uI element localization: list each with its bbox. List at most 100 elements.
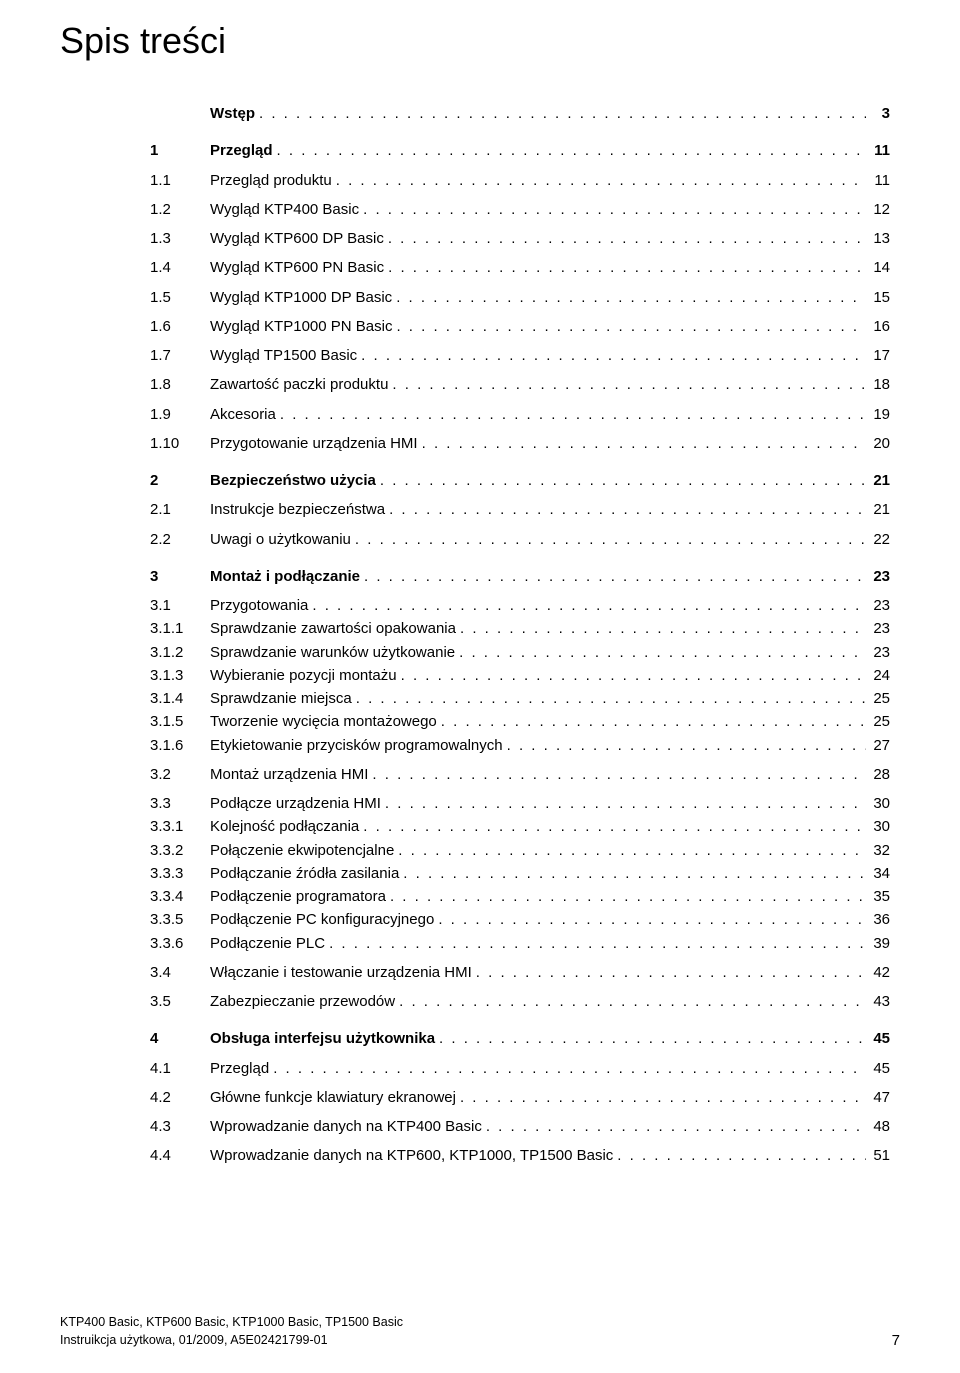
toc-page-number: 32 [866, 839, 890, 862]
toc-label: Przygotowania [210, 594, 308, 617]
toc-label: Instrukcje bezpieczeństwa [210, 498, 385, 521]
toc-row: 3.2Montaż urządzenia HMI . . . . . . . .… [150, 763, 890, 786]
toc-page-number: 45 [866, 1027, 890, 1050]
toc-leader: . . . . . . . . . . . . . . . . . . . . … [255, 102, 866, 125]
toc-leader: . . . . . . . . . . . . . . . . . . . . … [352, 687, 866, 710]
toc-leader: . . . . . . . . . . . . . . . . . . . . … [613, 1144, 866, 1167]
toc-number: 3.3.4 [150, 885, 210, 908]
toc-label: Sprawdzanie zawartości opakowania [210, 617, 456, 640]
toc-label: Sprawdzanie warunków użytkowanie [210, 641, 455, 664]
toc-label: Główne funkcje klawiatury ekranowej [210, 1086, 456, 1109]
toc-number: 3.1.5 [150, 710, 210, 733]
toc-page-number: 36 [866, 908, 890, 931]
document-title: Spis treści [60, 20, 900, 62]
toc-leader: . . . . . . . . . . . . . . . . . . . . … [399, 862, 866, 885]
toc-page-number: 11 [866, 169, 890, 192]
toc-number: 1.9 [150, 403, 210, 426]
toc-label: Podłączenie PLC [210, 932, 325, 955]
toc-number: 4 [150, 1027, 210, 1050]
toc-page-number: 23 [866, 565, 890, 588]
toc-page-number: 3 [866, 102, 890, 125]
toc-label: Podłączenie PC konfiguracyjnego [210, 908, 434, 931]
toc-leader: . . . . . . . . . . . . . . . . . . . . … [325, 932, 866, 955]
toc-leader: . . . . . . . . . . . . . . . . . . . . … [359, 815, 866, 838]
toc-number: 3.3.1 [150, 815, 210, 838]
toc-row: 3.3.3Podłączanie źródła zasilania . . . … [150, 862, 890, 885]
toc-page-number: 28 [866, 763, 890, 786]
toc-label: Podłączenie programatora [210, 885, 386, 908]
toc-number: 3.1.1 [150, 617, 210, 640]
toc-label: Podłączanie źródła zasilania [210, 862, 399, 885]
toc-leader: . . . . . . . . . . . . . . . . . . . . … [388, 373, 866, 396]
toc-page-number: 22 [866, 528, 890, 551]
toc-number: 1.8 [150, 373, 210, 396]
toc-number: 2 [150, 469, 210, 492]
toc-number: 3.1 [150, 594, 210, 617]
toc-gap [150, 455, 890, 469]
footer-page-number: 7 [892, 1332, 900, 1349]
toc-number: 3.1.2 [150, 641, 210, 664]
toc-label: Przegląd produktu [210, 169, 332, 192]
toc-page-number: 14 [866, 256, 890, 279]
toc-label: Obsługa interfejsu użytkownika [210, 1027, 435, 1050]
toc-number: 3.3 [150, 792, 210, 815]
toc-number: 3.1.6 [150, 734, 210, 757]
toc-leader: . . . . . . . . . . . . . . . . . . . . … [455, 641, 866, 664]
toc-gap [150, 1013, 890, 1027]
toc-number: 3.3.2 [150, 839, 210, 862]
toc-label: Zabezpieczanie przewodów [210, 990, 395, 1013]
toc-row: 3.1.4Sprawdzanie miejsca . . . . . . . .… [150, 687, 890, 710]
toc-leader: . . . . . . . . . . . . . . . . . . . . … [385, 498, 866, 521]
toc-row: 3.3.6Podłączenie PLC . . . . . . . . . .… [150, 932, 890, 955]
toc-row: 1.4Wygląd KTP600 PN Basic . . . . . . . … [150, 256, 890, 279]
toc-label: Wygląd KTP600 DP Basic [210, 227, 384, 250]
toc-leader: . . . . . . . . . . . . . . . . . . . . … [308, 594, 866, 617]
toc-label: Akcesoria [210, 403, 276, 426]
toc-number: 4.4 [150, 1144, 210, 1167]
toc-page-number: 23 [866, 617, 890, 640]
toc-row: 2.2Uwagi o użytkowaniu . . . . . . . . .… [150, 528, 890, 551]
toc-row: 3.3.1Kolejność podłączania . . . . . . .… [150, 815, 890, 838]
toc-number: 4.1 [150, 1057, 210, 1080]
toc-row: 3.1.6Etykietowanie przycisków programowa… [150, 734, 890, 757]
toc-leader: . . . . . . . . . . . . . . . . . . . . … [269, 1057, 866, 1080]
toc-number: 1.10 [150, 432, 210, 455]
toc-label: Wstęp [210, 102, 255, 125]
toc-page-number: 11 [866, 139, 890, 162]
toc-row: 2.1Instrukcje bezpieczeństwa . . . . . .… [150, 498, 890, 521]
toc-leader: . . . . . . . . . . . . . . . . . . . . … [392, 315, 866, 338]
toc-number: 4.2 [150, 1086, 210, 1109]
toc-row: 2Bezpieczeństwo użycia . . . . . . . . .… [150, 469, 890, 492]
toc-row: 1.3Wygląd KTP600 DP Basic . . . . . . . … [150, 227, 890, 250]
toc-number: 2.2 [150, 528, 210, 551]
toc-number: 3.4 [150, 961, 210, 984]
toc-row: 3.1Przygotowania . . . . . . . . . . . .… [150, 594, 890, 617]
toc-leader: . . . . . . . . . . . . . . . . . . . . … [392, 286, 866, 309]
toc-label: Zawartość paczki produktu [210, 373, 388, 396]
table-of-contents: Wstęp . . . . . . . . . . . . . . . . . … [60, 102, 900, 1168]
toc-number: 3 [150, 565, 210, 588]
toc-row: 3.1.1Sprawdzanie zawartości opakowania .… [150, 617, 890, 640]
toc-label: Kolejność podłączania [210, 815, 359, 838]
toc-row: 1.7Wygląd TP1500 Basic . . . . . . . . .… [150, 344, 890, 367]
toc-label: Bezpieczeństwo użycia [210, 469, 376, 492]
toc-label: Montaż urządzenia HMI [210, 763, 368, 786]
toc-page-number: 27 [866, 734, 890, 757]
toc-number: 1.6 [150, 315, 210, 338]
toc-leader: . . . . . . . . . . . . . . . . . . . . … [384, 227, 866, 250]
toc-row: 1.5Wygląd KTP1000 DP Basic . . . . . . .… [150, 286, 890, 309]
footer-line-2: Instruikcja użytkowa, 01/2009, A5E024217… [60, 1332, 403, 1350]
toc-row: 4.4Wprowadzanie danych na KTP600, KTP100… [150, 1144, 890, 1167]
toc-row: 1Przegląd . . . . . . . . . . . . . . . … [150, 139, 890, 162]
toc-row: 1.1Przegląd produktu . . . . . . . . . .… [150, 169, 890, 192]
toc-leader: . . . . . . . . . . . . . . . . . . . . … [360, 565, 866, 588]
toc-row: 1.2Wygląd KTP400 Basic . . . . . . . . .… [150, 198, 890, 221]
toc-leader: . . . . . . . . . . . . . . . . . . . . … [359, 198, 866, 221]
toc-page-number: 21 [866, 498, 890, 521]
toc-page-number: 20 [866, 432, 890, 455]
toc-gap [150, 551, 890, 565]
toc-row: 3.1.5Tworzenie wycięcia montażowego . . … [150, 710, 890, 733]
toc-leader: . . . . . . . . . . . . . . . . . . . . … [357, 344, 866, 367]
toc-row: 3.3.5Podłączenie PC konfiguracyjnego . .… [150, 908, 890, 931]
toc-leader: . . . . . . . . . . . . . . . . . . . . … [368, 763, 866, 786]
